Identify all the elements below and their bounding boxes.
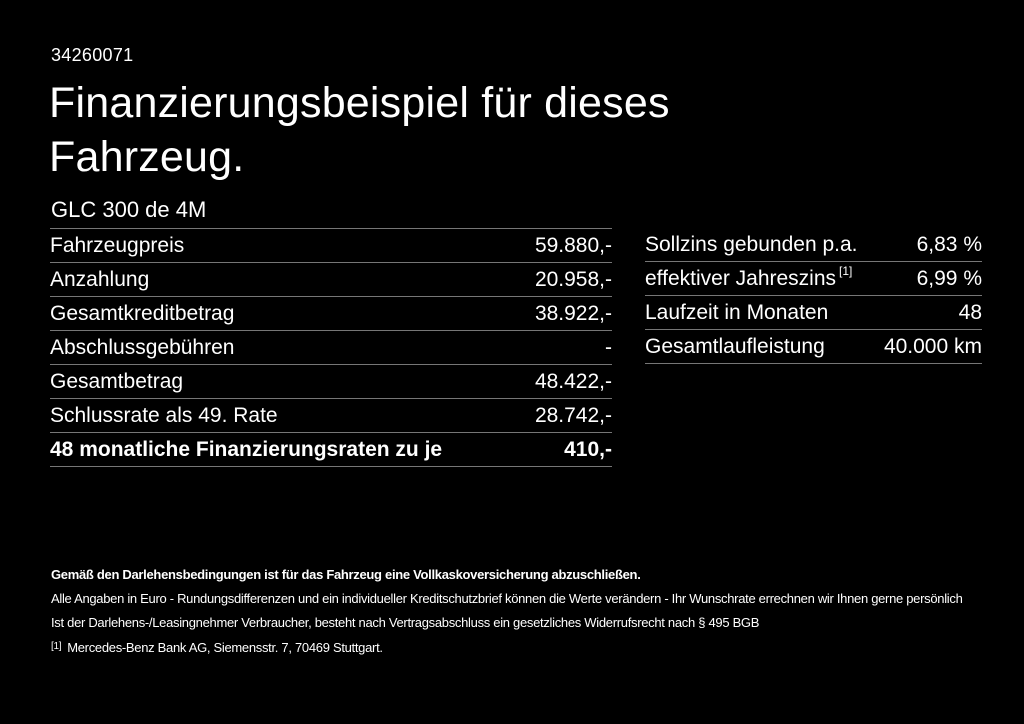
finance-row-value: 48.422,- — [534, 370, 612, 393]
finance-row-value: 38.922,- — [534, 302, 612, 325]
finance-table: Fahrzeugpreis 59.880,- Anzahlung 20.958,… — [50, 228, 612, 467]
finance-row-monatsrate: 48 monatliche Finanzierungsraten zu je 4… — [50, 433, 612, 467]
conditions-table: Sollzins gebunden p.a. 6,83 % effektiver… — [645, 228, 982, 364]
disclaimer-line2: Ist der Darlehens-/Leasingnehmer Verbrau… — [51, 615, 760, 630]
conditions-row-sollzins: Sollzins gebunden p.a. 6,83 % — [645, 228, 982, 262]
footnote: [1] Mercedes-Benz Bank AG, Siemensstr. 7,… — [51, 641, 1011, 657]
footnote-text: Mercedes-Benz Bank AG, Siemensstr. 7, 70… — [67, 640, 383, 655]
footnote-marker: [1] — [51, 641, 62, 652]
conditions-row-label: Sollzins gebunden p.a. — [645, 233, 858, 256]
finance-row-value: 20.958,- — [534, 268, 612, 291]
finance-row-anzahlung: Anzahlung 20.958,- — [50, 263, 612, 297]
finance-row-schlussrate: Schlussrate als 49. Rate 28.742,- — [50, 399, 612, 433]
conditions-row-value: 48 — [958, 301, 982, 324]
conditions-row-effektiver-jahreszins: effektiver Jahreszins [1] 6,99 % — [645, 262, 982, 296]
finance-row-value: - — [605, 336, 612, 359]
conditions-row-laufzeit: Laufzeit in Monaten 48 — [645, 296, 982, 330]
finance-row-value: 28.742,- — [534, 404, 612, 427]
disclaimer-line1: Alle Angaben in Euro - Rundungsdifferenz… — [51, 591, 963, 606]
conditions-row-label-text: effektiver Jahreszins — [645, 267, 837, 290]
finance-row-fahrzeugpreis: Fahrzeugpreis 59.880,- — [50, 229, 612, 263]
page-title-line2: Fahrzeug. — [49, 133, 245, 181]
page-title-line1: Finanzierungsbeispiel für dieses — [49, 79, 670, 127]
finance-row-abschlussgebuehren: Abschlussgebühren - — [50, 331, 612, 365]
conditions-row-gesamtlaufleistung: Gesamtlaufleistung 40.000 km — [645, 330, 982, 364]
conditions-row-value: 6,99 % — [916, 267, 982, 290]
conditions-row-value: 6,83 % — [916, 233, 982, 256]
legal-footer: Gemäß den Darlehensbedingungen ist für d… — [51, 568, 1011, 667]
finance-row-label: Gesamtbetrag — [50, 370, 184, 393]
insurance-note: Gemäß den Darlehensbedingungen ist für d… — [51, 567, 641, 582]
vehicle-model: GLC 300 de 4M — [51, 197, 207, 222]
finance-row-label: Abschlussgebühren — [50, 336, 235, 359]
page-title: Finanzierungsbeispiel für dieses Fahrzeu… — [49, 76, 670, 184]
finance-row-gesamtkreditbetrag: Gesamtkreditbetrag 38.922,- — [50, 297, 612, 331]
finance-row-label: Gesamtkreditbetrag — [50, 302, 235, 325]
listing-id: 34260071 — [51, 45, 134, 65]
conditions-row-value: 40.000 km — [883, 335, 982, 358]
finance-row-label: Anzahlung — [50, 268, 150, 291]
conditions-row-label: Gesamtlaufleistung — [645, 335, 825, 358]
conditions-row-label: Laufzeit in Monaten — [645, 301, 829, 324]
finance-row-label: Schlussrate als 49. Rate — [50, 404, 278, 427]
finance-row-gesamtbetrag: Gesamtbetrag 48.422,- — [50, 365, 612, 399]
footnote-reference: [1] — [839, 264, 853, 278]
finance-row-label: Fahrzeugpreis — [50, 234, 185, 257]
finance-row-value: 59.880,- — [534, 234, 612, 257]
finance-row-label: 48 monatliche Finanzierungsraten zu je — [50, 438, 443, 461]
finance-row-value: 410,- — [564, 438, 612, 461]
conditions-row-label: effektiver Jahreszins [1] — [645, 265, 852, 290]
